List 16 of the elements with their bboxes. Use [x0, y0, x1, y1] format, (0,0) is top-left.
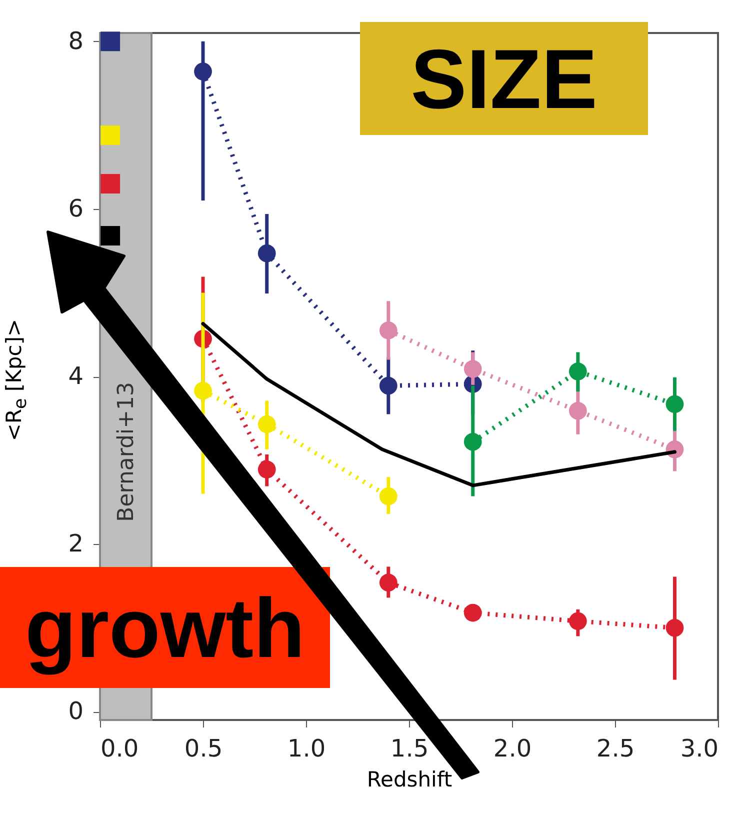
x-tick-label: 1.0 — [287, 734, 326, 762]
y-tick-label: 6 — [68, 194, 84, 222]
y-tick-label: 8 — [68, 26, 84, 55]
y-tick-label: 2 — [68, 530, 84, 558]
x-axis-title: Redshift — [366, 768, 452, 792]
x-tick-label: 1.5 — [390, 734, 429, 762]
annotation: SIZE — [360, 22, 648, 135]
x-tick-label: 3.0 — [680, 734, 718, 762]
x-tick-label: 2.5 — [596, 734, 635, 762]
y-tick-label: 0 — [68, 697, 84, 726]
x-tick-label: 2.0 — [493, 734, 532, 762]
x-tick-label: 0.5 — [184, 734, 223, 762]
annotation: growth — [0, 567, 330, 688]
y-tick-label: 4 — [68, 362, 84, 390]
band-label: Bernardi+13 — [114, 382, 139, 522]
x-tick-label: 0.0 — [100, 734, 139, 762]
